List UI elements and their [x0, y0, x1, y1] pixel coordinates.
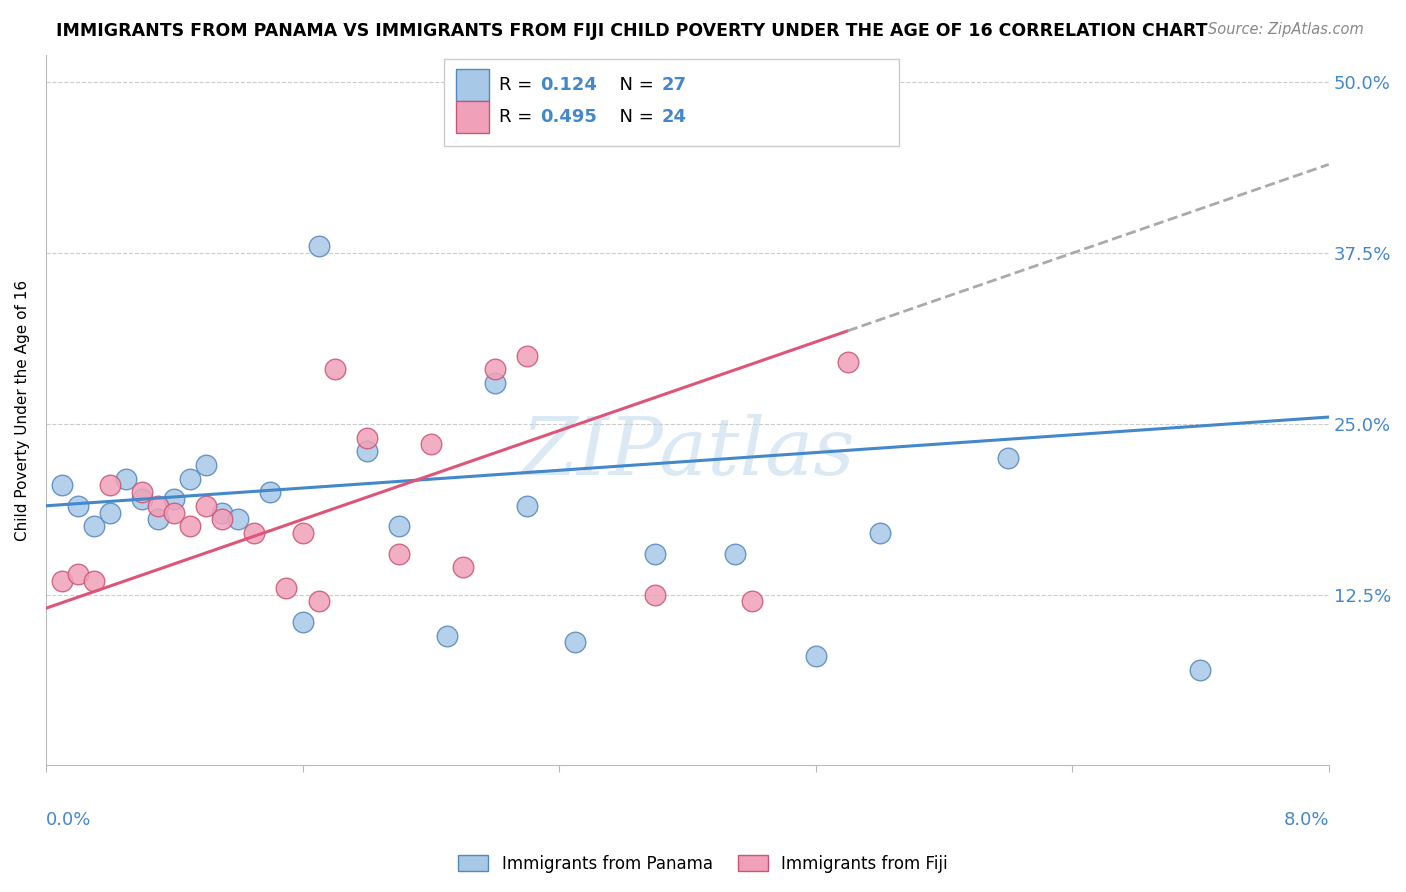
- Point: [83, 519, 105, 533]
- Point: [291, 526, 314, 541]
- Text: N =: N =: [607, 77, 659, 95]
- Text: 0.124: 0.124: [540, 77, 596, 95]
- Point: [804, 648, 827, 663]
- Point: [869, 526, 891, 541]
- Point: [356, 431, 378, 445]
- Point: [837, 355, 859, 369]
- Text: 24: 24: [662, 108, 686, 127]
- Point: [179, 519, 201, 533]
- Point: [195, 499, 218, 513]
- Text: 27: 27: [662, 77, 686, 95]
- Point: [148, 499, 170, 513]
- Point: [83, 574, 105, 588]
- Text: 8.0%: 8.0%: [1284, 812, 1329, 830]
- Text: R =: R =: [499, 77, 538, 95]
- Y-axis label: Child Poverty Under the Age of 16: Child Poverty Under the Age of 16: [15, 280, 30, 541]
- Point: [195, 458, 218, 472]
- FancyBboxPatch shape: [457, 70, 488, 102]
- Point: [259, 485, 281, 500]
- Point: [564, 635, 586, 649]
- Point: [997, 450, 1019, 465]
- Point: [436, 629, 458, 643]
- Point: [484, 362, 506, 376]
- Point: [67, 499, 90, 513]
- Point: [308, 594, 330, 608]
- Point: [516, 349, 538, 363]
- Point: [115, 471, 138, 485]
- Text: R =: R =: [499, 108, 538, 127]
- Point: [291, 615, 314, 629]
- FancyBboxPatch shape: [457, 102, 488, 133]
- Text: Source: ZipAtlas.com: Source: ZipAtlas.com: [1208, 22, 1364, 37]
- Text: N =: N =: [607, 108, 659, 127]
- Point: [179, 471, 201, 485]
- Point: [211, 506, 233, 520]
- Point: [228, 512, 250, 526]
- Point: [276, 581, 298, 595]
- Point: [644, 588, 666, 602]
- Point: [51, 574, 73, 588]
- Legend: Immigrants from Panama, Immigrants from Fiji: Immigrants from Panama, Immigrants from …: [451, 848, 955, 880]
- Point: [644, 547, 666, 561]
- Point: [131, 485, 153, 500]
- Point: [243, 526, 266, 541]
- Point: [163, 506, 186, 520]
- Point: [741, 594, 763, 608]
- Point: [98, 506, 121, 520]
- Point: [484, 376, 506, 390]
- Point: [148, 512, 170, 526]
- Point: [67, 567, 90, 582]
- Text: ZIPatlas: ZIPatlas: [520, 414, 853, 491]
- Point: [211, 512, 233, 526]
- Point: [388, 547, 411, 561]
- Point: [323, 362, 346, 376]
- Point: [51, 478, 73, 492]
- FancyBboxPatch shape: [444, 59, 898, 146]
- Point: [308, 239, 330, 253]
- Text: 0.495: 0.495: [540, 108, 596, 127]
- Point: [516, 499, 538, 513]
- Text: IMMIGRANTS FROM PANAMA VS IMMIGRANTS FROM FIJI CHILD POVERTY UNDER THE AGE OF 16: IMMIGRANTS FROM PANAMA VS IMMIGRANTS FRO…: [56, 22, 1208, 40]
- Point: [98, 478, 121, 492]
- Point: [131, 491, 153, 506]
- Point: [1189, 663, 1212, 677]
- Text: 0.0%: 0.0%: [46, 812, 91, 830]
- Point: [388, 519, 411, 533]
- Point: [451, 560, 474, 574]
- Point: [724, 547, 747, 561]
- Point: [163, 491, 186, 506]
- Point: [356, 444, 378, 458]
- Point: [419, 437, 441, 451]
